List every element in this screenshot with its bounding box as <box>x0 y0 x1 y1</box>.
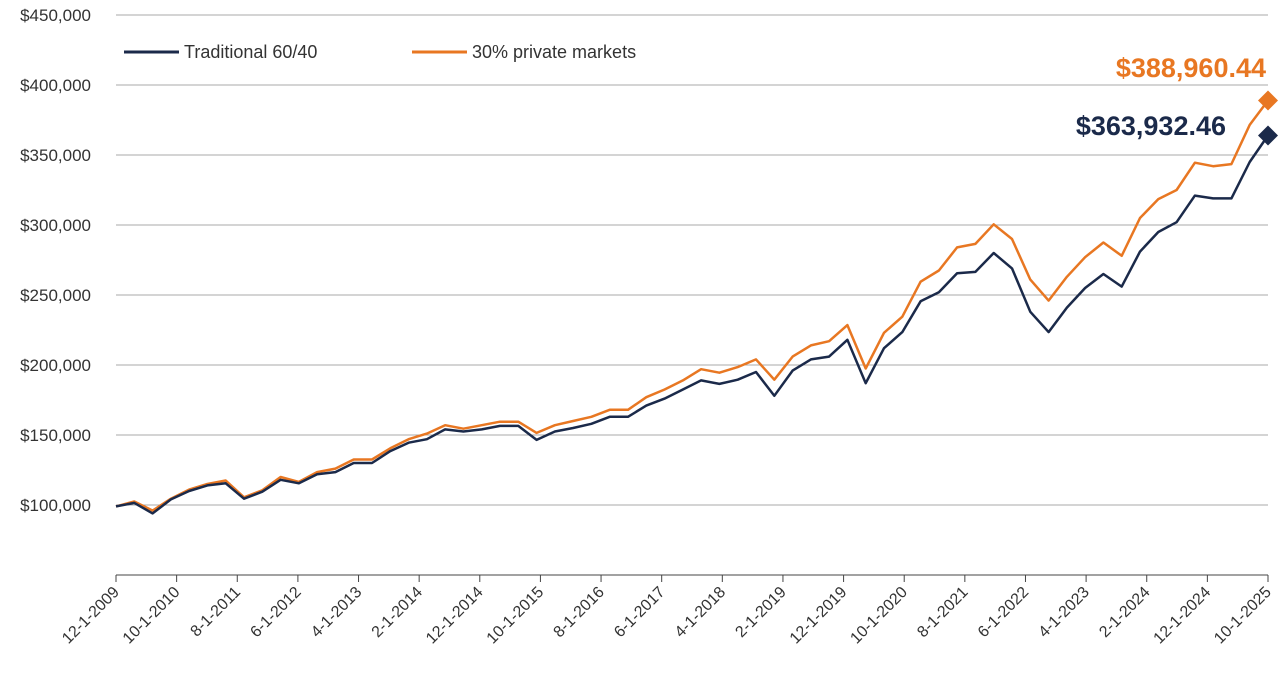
y-tick-label: $350,000 <box>20 146 91 165</box>
x-tick-label: 4-1-2018 <box>672 584 729 641</box>
x-tick-label: 6-1-2022 <box>975 584 1032 641</box>
end-marker-traditional <box>1258 125 1278 146</box>
end-value-label-traditional: $363,932.46 <box>1076 111 1226 141</box>
legend-label-private-markets: 30% private markets <box>472 42 636 62</box>
x-tick-label: 2-1-2014 <box>369 584 426 641</box>
x-tick-label: 10-1-2010 <box>120 584 184 648</box>
x-tick-label: 2-1-2024 <box>1096 584 1153 641</box>
x-tick-label: 6-1-2012 <box>247 584 304 641</box>
series-line-private-markets <box>115 99 1269 512</box>
y-tick-label: $150,000 <box>20 426 91 445</box>
x-tick-label: 12-1-2009 <box>59 584 123 648</box>
x-tick-label: 6-1-2017 <box>611 584 668 641</box>
y-tick-label: $300,000 <box>20 216 91 235</box>
end-markers <box>1258 90 1278 146</box>
x-tick-label: 12-1-2024 <box>1151 584 1215 648</box>
x-tick-label: 10-1-2015 <box>484 584 548 648</box>
x-tick-label: 12-1-2014 <box>423 584 487 648</box>
series-line-traditional <box>115 134 1270 515</box>
y-tick-label: $250,000 <box>20 286 91 305</box>
x-tick-label: 2-1-2019 <box>732 584 789 641</box>
end-value-label-private-markets: $388,960.44 <box>1116 53 1266 83</box>
x-tick-label: 8-1-2016 <box>551 584 608 641</box>
x-tick-label: 4-1-2023 <box>1036 584 1093 641</box>
legend: Traditional 60/40 30% private markets <box>124 42 636 62</box>
x-tick-label: 12-1-2019 <box>787 584 851 648</box>
gridlines <box>116 14 1268 506</box>
x-tick-label: 8-1-2021 <box>914 584 971 641</box>
end-marker-private-markets <box>1258 90 1278 111</box>
x-tick-label: 10-1-2025 <box>1211 584 1275 648</box>
y-tick-label: $100,000 <box>20 496 91 515</box>
y-tick-label: $200,000 <box>20 356 91 375</box>
series-lines <box>115 99 1270 515</box>
x-tick-label: 10-1-2020 <box>847 584 911 648</box>
y-tick-label: $400,000 <box>20 76 91 95</box>
x-tick-label: 4-1-2013 <box>308 584 365 641</box>
y-axis-tick-labels: $100,000 $150,000 $200,000 $250,000 $300,000… <box>20 6 91 515</box>
legend-label-traditional: Traditional 60/40 <box>184 42 317 62</box>
x-tick-label: 8-1-2011 <box>188 584 245 641</box>
y-tick-label: $450,000 <box>20 6 91 25</box>
